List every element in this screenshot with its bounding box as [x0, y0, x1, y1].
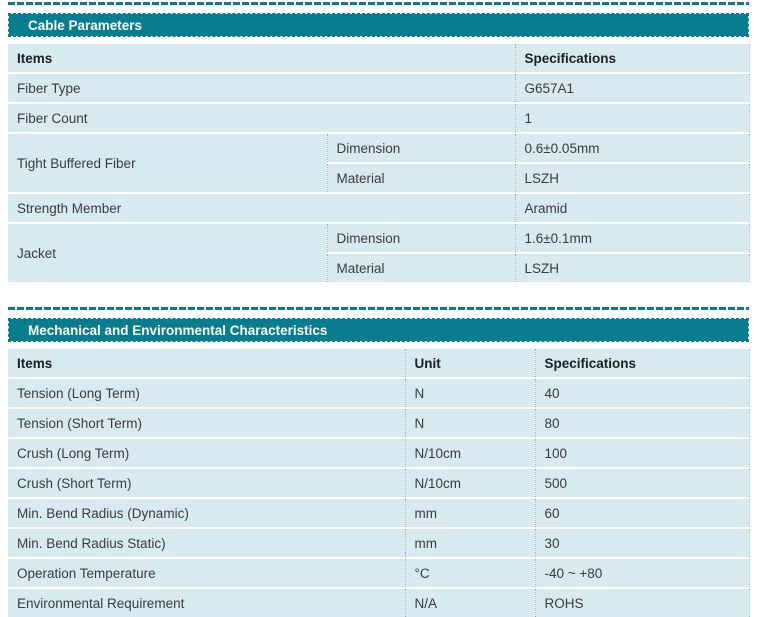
top-divider	[8, 2, 749, 5]
unit-cell: N/10cm	[404, 437, 535, 468]
spec-cell: 80	[534, 407, 749, 438]
sub-item-cell: Dimension	[326, 132, 515, 163]
spec-cell: ROHS	[534, 587, 749, 617]
unit-cell: mm	[404, 497, 535, 528]
table-row: Fiber Type G657A1	[8, 72, 749, 103]
table-row: Min. Bend Radius (Dynamic) mm 60	[8, 497, 749, 528]
item-cell: Tension (Short Term)	[8, 407, 405, 438]
spec-cell: -40 ~ +80	[534, 557, 749, 588]
spec-cell: 500	[534, 467, 749, 498]
header-row: Items Specifications	[8, 42, 749, 73]
unit-cell: N	[404, 407, 535, 438]
spec-cell: LSZH	[514, 252, 749, 282]
item-cell: Strength Member	[8, 192, 515, 223]
section-divider	[8, 307, 749, 310]
item-cell: Fiber Count	[8, 102, 515, 133]
column-header-items: Items	[8, 347, 405, 378]
mechanical-characteristics-title-bar: Mechanical and Environmental Characteris…	[8, 318, 749, 342]
table-row: Material LSZH	[8, 252, 749, 282]
section-title: Cable Parameters	[28, 17, 143, 33]
table-row: Environmental Requirement N/A ROHS	[8, 587, 749, 617]
table-row: Crush (Long Term) N/10cm 100	[8, 437, 749, 468]
item-cell: Min. Bend Radius (Dynamic)	[8, 497, 405, 528]
sub-item-cell: Material	[326, 252, 515, 282]
table-row: Crush (Short Term) N/10cm 500	[8, 467, 749, 498]
spec-cell: 100	[534, 437, 749, 468]
item-cell: Crush (Short Term)	[8, 467, 405, 498]
spec-cell: LSZH	[514, 162, 749, 193]
header-row: Items Unit Specifications	[8, 347, 749, 378]
sub-item-cell: Material	[326, 162, 515, 193]
mechanical-characteristics-table: Items Unit Specifications Tension (Long …	[8, 347, 750, 617]
unit-cell: N/A	[404, 587, 535, 617]
column-header-unit: Unit	[404, 347, 535, 378]
item-cell: Crush (Long Term)	[8, 437, 405, 468]
item-cell: Fiber Type	[8, 72, 515, 103]
column-header-items: Items	[8, 42, 515, 73]
table-row: Fiber Count 1	[8, 102, 749, 133]
spec-cell: Aramid	[514, 192, 749, 223]
column-header-specifications: Specifications	[534, 347, 749, 378]
item-cell: Tight Buffered Fiber	[8, 132, 327, 193]
unit-cell: mm	[404, 527, 535, 558]
spec-cell: 0.6±0.05mm	[514, 132, 749, 163]
unit-cell: N	[404, 377, 535, 408]
spec-cell: 30	[534, 527, 749, 558]
table-row: Material LSZH	[8, 162, 749, 193]
item-cell: Tension (Long Term)	[8, 377, 405, 408]
spec-cell: 40	[534, 377, 749, 408]
cable-parameters-title-bar: Cable Parameters	[8, 13, 749, 37]
item-cell: Jacket	[8, 222, 327, 282]
table-row: Operation Temperature °C -40 ~ +80	[8, 557, 749, 588]
item-cell: Operation Temperature	[8, 557, 405, 588]
spec-cell: 1	[514, 102, 749, 133]
section-title: Mechanical and Environmental Characteris…	[28, 322, 328, 338]
table-row: Jacket Dimension 1.6±0.1mm	[8, 222, 749, 282]
item-cell: Min. Bend Radius Static)	[8, 527, 405, 558]
spec-cell: G657A1	[514, 72, 749, 103]
table-row: Tension (Long Term) N 40	[8, 377, 749, 408]
spec-cell: 1.6±0.1mm	[514, 222, 749, 253]
cable-parameters-table: Items Specifications Fiber Type G657A1 F…	[8, 42, 750, 282]
column-header-specifications: Specifications	[514, 42, 749, 73]
spec-cell: 60	[534, 497, 749, 528]
table-row: Tight Buffered Fiber Dimension 0.6±0.05m…	[8, 132, 749, 193]
table-row: Min. Bend Radius Static) mm 30	[8, 527, 749, 558]
table-row: Strength Member Aramid	[8, 192, 749, 223]
item-cell: Environmental Requirement	[8, 587, 405, 617]
unit-cell: N/10cm	[404, 467, 535, 498]
sub-item-cell: Dimension	[326, 222, 515, 253]
table-row: Tension (Short Term) N 80	[8, 407, 749, 438]
unit-cell: °C	[404, 557, 535, 588]
